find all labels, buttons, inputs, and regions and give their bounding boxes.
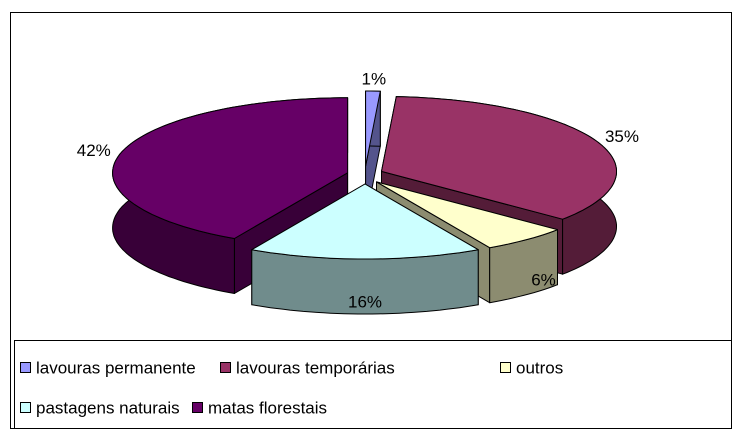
slice bbox=[112, 97, 349, 239]
legend-label: pastagens naturais bbox=[36, 398, 180, 417]
legend-swatch bbox=[500, 362, 511, 373]
legend-swatch bbox=[20, 362, 31, 373]
slice bbox=[381, 96, 617, 220]
legend-swatch bbox=[220, 362, 231, 373]
slice bbox=[251, 183, 479, 260]
legend-label: lavouras temporárias bbox=[236, 358, 395, 377]
legend-box bbox=[14, 340, 732, 429]
legend-swatch bbox=[192, 402, 203, 413]
slice bbox=[365, 90, 381, 167]
slice bbox=[376, 181, 558, 249]
data-label: 6% bbox=[531, 271, 556, 290]
data-label: 42% bbox=[77, 141, 111, 160]
legend-label: lavouras permanente bbox=[36, 358, 196, 377]
data-label: 16% bbox=[348, 292, 382, 311]
legend-label: outros bbox=[516, 358, 563, 377]
legend-swatch bbox=[20, 402, 31, 413]
data-label: 1% bbox=[362, 70, 387, 89]
legend-label: matas florestais bbox=[208, 398, 327, 417]
data-label: 35% bbox=[605, 127, 639, 146]
